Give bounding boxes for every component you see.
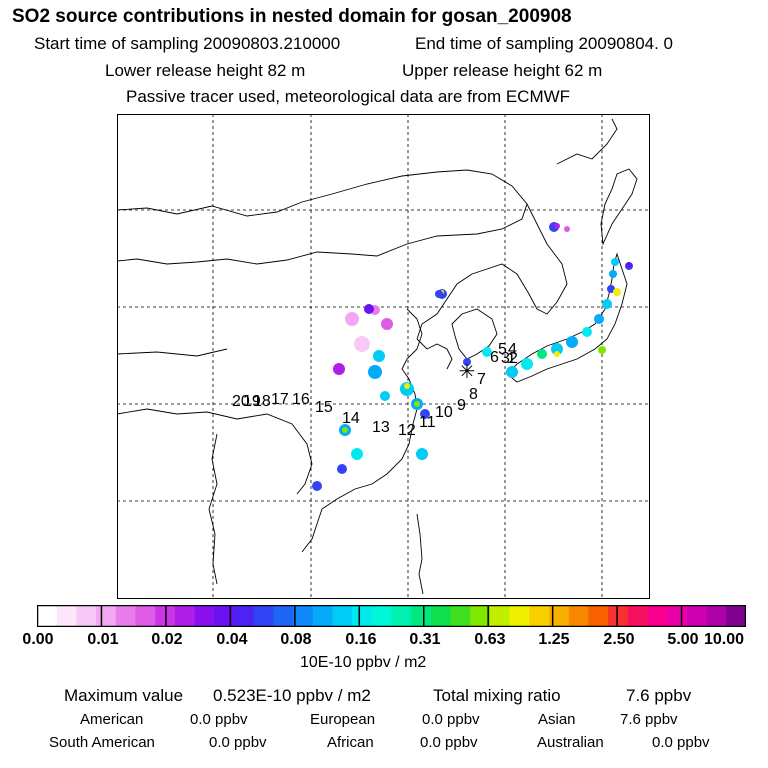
region-value-african: 0.0 ppbv — [420, 734, 478, 751]
traj-label-19: 19 — [243, 393, 261, 410]
traj-label-13: 13 — [372, 419, 390, 436]
colorbar-cell — [430, 605, 452, 627]
traj-label-20: 20 — [232, 393, 250, 410]
colorbar-cell — [115, 605, 137, 627]
colorbar — [37, 605, 746, 627]
colorbar-cell — [608, 605, 629, 627]
colorbar-tick-11: 10.00 — [703, 631, 745, 648]
colorbar-cell — [174, 605, 196, 627]
colorbar-cell — [568, 605, 590, 627]
colorbar-cell — [194, 605, 215, 627]
colorbar-tick-3: 0.04 — [216, 631, 248, 648]
colorbar-cell — [96, 605, 117, 627]
colorbar-cell — [76, 605, 97, 627]
map-panel: ✳ 20 19 18 17 16 15 14 13 12 11 10 9 8 7… — [117, 114, 650, 599]
sampling-start: Start time of sampling 20090803.210000 — [34, 34, 341, 53]
colorbar-tick-6: 0.31 — [409, 631, 441, 648]
lower-release-height: Lower release height 82 m — [105, 61, 306, 80]
colorbar-cell — [135, 605, 156, 627]
map-graticule — [117, 114, 650, 599]
total-mixing-value: 7.6 ppbv — [626, 686, 692, 705]
colorbar-unit: 10E-10 ppbv / m2 — [300, 654, 427, 671]
colorbar-cell — [549, 605, 570, 627]
traj-label-1: 1 — [507, 350, 516, 367]
colorbar-tick-7: 0.63 — [474, 631, 506, 648]
colorbar-cell — [37, 605, 58, 627]
traj-label-3: 3 — [501, 350, 510, 367]
colorbar-cell — [726, 605, 746, 627]
colorbar-tick-5: 0.16 — [345, 631, 377, 648]
region-name-australian: Australian — [537, 734, 604, 751]
region-name-american: American — [80, 711, 144, 728]
map-title: SO2 source contributions in nested domai… — [12, 6, 572, 27]
traj-label-16: 16 — [292, 391, 310, 408]
colorbar-cell — [627, 605, 649, 627]
colorbar-cell — [273, 605, 294, 627]
colorbar-cell — [332, 605, 353, 627]
traj-label-17: 17 — [271, 391, 289, 408]
region-value-american: 0.0 ppbv — [190, 711, 248, 728]
traj-label-18: 18 — [253, 393, 271, 410]
colorbar-cell — [214, 605, 235, 627]
region-name-south-american: South American — [49, 734, 155, 751]
max-value: 0.523E-10 ppbv / m2 — [213, 686, 371, 705]
colorbar-cell — [706, 605, 727, 627]
region-value-european: 0.0 ppbv — [422, 711, 480, 728]
upper-release-height: Upper release height 62 m — [402, 61, 603, 80]
colorbar-tick-1: 0.01 — [87, 631, 119, 648]
region-name-african: African — [327, 734, 374, 751]
colorbar-cell — [647, 605, 668, 627]
concentration-field — [312, 222, 633, 491]
trajectory-labels: 20 19 18 17 16 15 14 13 12 11 10 9 8 7 6… — [232, 341, 518, 439]
colorbar-tick-8: 1.25 — [538, 631, 570, 648]
colorbar-cell — [509, 605, 530, 627]
region-name-european: European — [310, 711, 376, 728]
colorbar-cell — [293, 605, 314, 627]
traj-label-14: 14 — [342, 410, 360, 427]
region-name-asian: Asian — [538, 711, 576, 728]
colorbar-tick-0: 0.00 — [22, 631, 54, 648]
traj-label-12: 12 — [398, 422, 416, 439]
region-value-asian: 7.6 ppbv — [620, 711, 678, 728]
coastlines-and-borders — [117, 118, 638, 595]
colorbar-cell — [411, 605, 432, 627]
traj-label-10: 10 — [435, 404, 453, 421]
traj-label-9: 9 — [457, 397, 466, 414]
region-value-south-american: 0.0 ppbv — [209, 734, 267, 751]
traj-label-8: 8 — [469, 386, 478, 403]
tracer-note: Passive tracer used, meteorological data… — [126, 87, 571, 106]
colorbar-cell — [450, 605, 471, 627]
receptor-marker: ✳ — [459, 359, 476, 383]
traj-label-4: 4 — [508, 341, 517, 358]
colorbar-cell — [233, 605, 255, 627]
colorbar-tick-9: 2.50 — [603, 631, 635, 648]
traj-label-6: 6 — [490, 349, 499, 366]
colorbar-cell — [253, 605, 274, 627]
traj-label-2: 2 — [509, 350, 518, 367]
max-value-label: Maximum value — [64, 686, 184, 705]
colorbar-cell — [489, 605, 511, 627]
colorbar-cell — [391, 605, 412, 627]
colorbar-tick-4: 0.08 — [280, 631, 312, 648]
traj-label-11: 11 — [419, 414, 436, 431]
colorbar-dividers — [100, 605, 683, 627]
colorbar-cell — [312, 605, 334, 627]
region-value-australian: 0.0 ppbv — [652, 734, 710, 751]
traj-label-5: 5 — [498, 341, 507, 358]
colorbar-cell — [667, 605, 688, 627]
colorbar-cell — [371, 605, 393, 627]
colorbar-cell — [56, 605, 77, 627]
colorbar-tick-2: 0.02 — [151, 631, 183, 648]
colorbar-cell — [352, 605, 373, 627]
colorbar-tick-10: 5.00 — [667, 631, 699, 648]
colorbar-cell — [588, 605, 609, 627]
total-mixing-label: Total mixing ratio — [433, 686, 561, 705]
colorbar-cells — [37, 605, 746, 627]
colorbar-cell — [529, 605, 550, 627]
colorbar-cell — [686, 605, 708, 627]
traj-label-7: 7 — [477, 371, 486, 388]
traj-label-15: 15 — [315, 399, 333, 416]
sampling-end: End time of sampling 20090804. 0 — [415, 34, 674, 53]
colorbar-cell — [470, 605, 491, 627]
